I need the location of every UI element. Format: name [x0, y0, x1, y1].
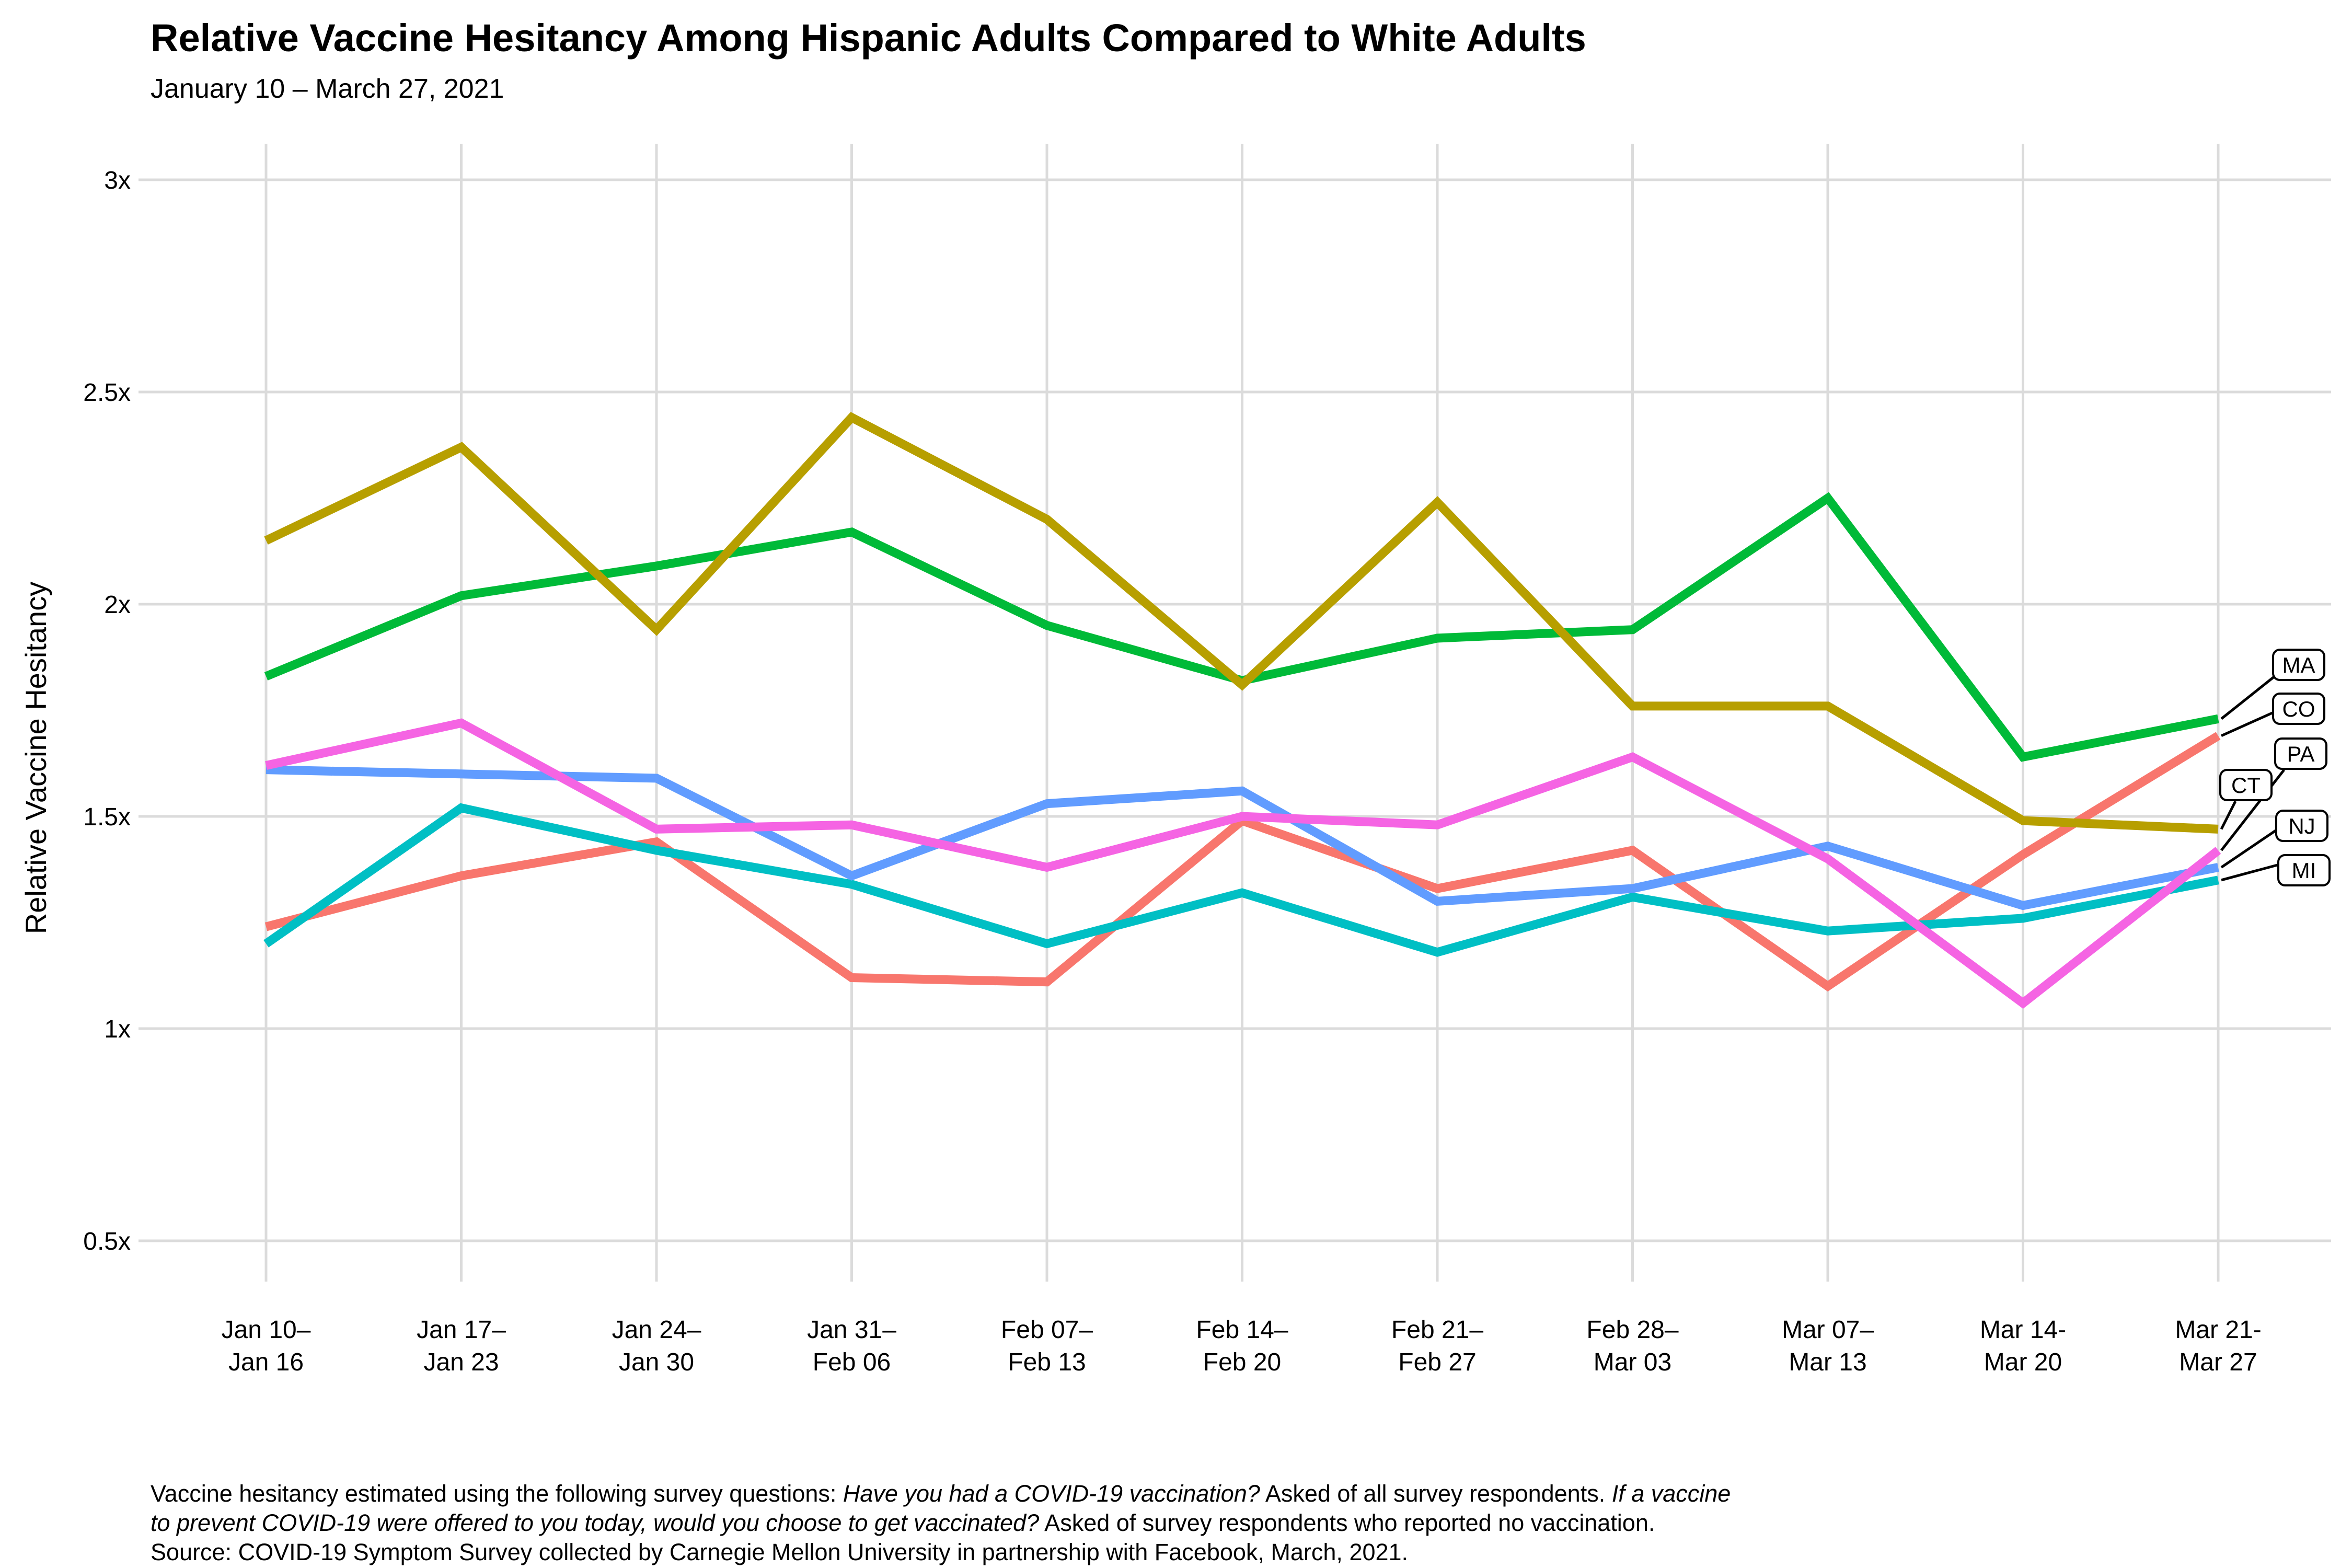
y-tick-label: 3x [104, 167, 131, 194]
x-tick-label-line1: Mar 21- [2175, 1316, 2261, 1344]
x-tick-label-line1: Jan 24– [612, 1316, 701, 1344]
chart-title: Relative Vaccine Hesitancy Among Hispani… [151, 16, 1586, 60]
x-tick-label-line2: Feb 13 [1008, 1348, 1086, 1376]
series-end-label-MA: MA [2282, 653, 2315, 677]
y-tick-label: 1x [104, 1016, 131, 1043]
x-tick-label-line1: Feb 21– [1391, 1316, 1483, 1344]
caption: Vaccine hesitancy estimated using the fo… [151, 1479, 1731, 1567]
leader-line-NJ [2220, 828, 2278, 869]
leader-line-CT [2220, 800, 2237, 830]
series-line-CT [264, 412, 2219, 834]
x-tick-label-line1: Jan 10– [222, 1316, 311, 1344]
chart-subtitle: January 10 – March 27, 2021 [151, 74, 504, 104]
x-tick-label-line1: Feb 14– [1196, 1316, 1288, 1344]
x-tick-label-line1: Jan 17– [417, 1316, 506, 1344]
series-end-label-CT: CT [2231, 773, 2261, 798]
x-tick-label-line2: Mar 13 [1789, 1348, 1866, 1376]
series-end-label-MI: MI [2292, 858, 2316, 883]
x-tick-label-line1: Feb 07– [1001, 1316, 1093, 1344]
y-axis-title: Relative Vaccine Hesitancy [19, 582, 52, 934]
caption-line-3: Source: COVID-19 Symptom Survey collecte… [151, 1538, 1731, 1567]
x-tick-label-line2: Jan 30 [619, 1348, 694, 1376]
series-end-label-box-PA [2274, 737, 2327, 770]
x-tick-label-line2: Feb 20 [1203, 1348, 1281, 1376]
x-tick-label-line1: Mar 14- [1980, 1316, 2066, 1344]
caption-text-segment: Vaccine hesitancy estimated using the fo… [151, 1480, 843, 1507]
series-end-label-PA: PA [2287, 742, 2315, 766]
series-end-label-CO: CO [2282, 697, 2315, 721]
series-end-label-box-MI [2277, 854, 2331, 886]
y-tick-label: 0.5x [83, 1228, 131, 1255]
x-tick-label-line1: Feb 28– [1586, 1316, 1678, 1344]
x-tick-label-line2: Mar 03 [1594, 1348, 1671, 1376]
x-tick-label-line2: Feb 27 [1398, 1348, 1476, 1376]
caption-text-segment: Asked of survey respondents who reported… [1039, 1509, 1655, 1536]
series-line-MI [263, 803, 2219, 957]
leader-line-MA [2220, 675, 2276, 720]
x-tick-label-line2: Jan 23 [423, 1348, 499, 1376]
caption-line-2: to prevent COVID-19 were offered to you … [151, 1508, 1731, 1538]
series-line-PA [265, 718, 2221, 1009]
caption-italic-segment: to prevent COVID-19 were offered to you … [151, 1509, 1040, 1536]
x-tick-label-line2: Feb 06 [813, 1348, 891, 1376]
leader-line-CO [2220, 710, 2276, 737]
series-end-label-box-CT [2219, 769, 2273, 801]
x-tick-label-line2: Mar 20 [1984, 1348, 2062, 1376]
y-tick-label: 1.5x [83, 803, 131, 831]
x-tick-label-line2: Mar 27 [2179, 1348, 2257, 1376]
caption-italic-segment: Have you had a COVID-19 vaccination? [843, 1480, 1260, 1507]
caption-text-segment: Source: COVID-19 Symptom Survey collecte… [151, 1539, 1409, 1565]
y-tick-label: 2.5x [83, 379, 131, 407]
caption-italic-segment: If a vaccine [1611, 1480, 1731, 1507]
series-end-label-box-NJ [2275, 810, 2328, 842]
y-tick-label: 2x [104, 591, 131, 619]
series-line-NJ [266, 765, 2219, 910]
leader-line-PA [2220, 769, 2285, 851]
x-tick-label-line1: Jan 31– [807, 1316, 896, 1344]
caption-text-segment: Asked of all survey respondents. [1260, 1480, 1612, 1507]
series-end-label-box-CO [2272, 693, 2325, 725]
leader-line-MI [2221, 863, 2280, 882]
x-tick-label-line2: Jan 16 [228, 1348, 304, 1376]
series-end-label-box-MA [2272, 649, 2325, 681]
series-end-label-NJ: NJ [2288, 814, 2315, 838]
x-tick-label-line1: Mar 07– [1782, 1316, 1874, 1344]
caption-line-1: Vaccine hesitancy estimated using the fo… [151, 1479, 1731, 1508]
